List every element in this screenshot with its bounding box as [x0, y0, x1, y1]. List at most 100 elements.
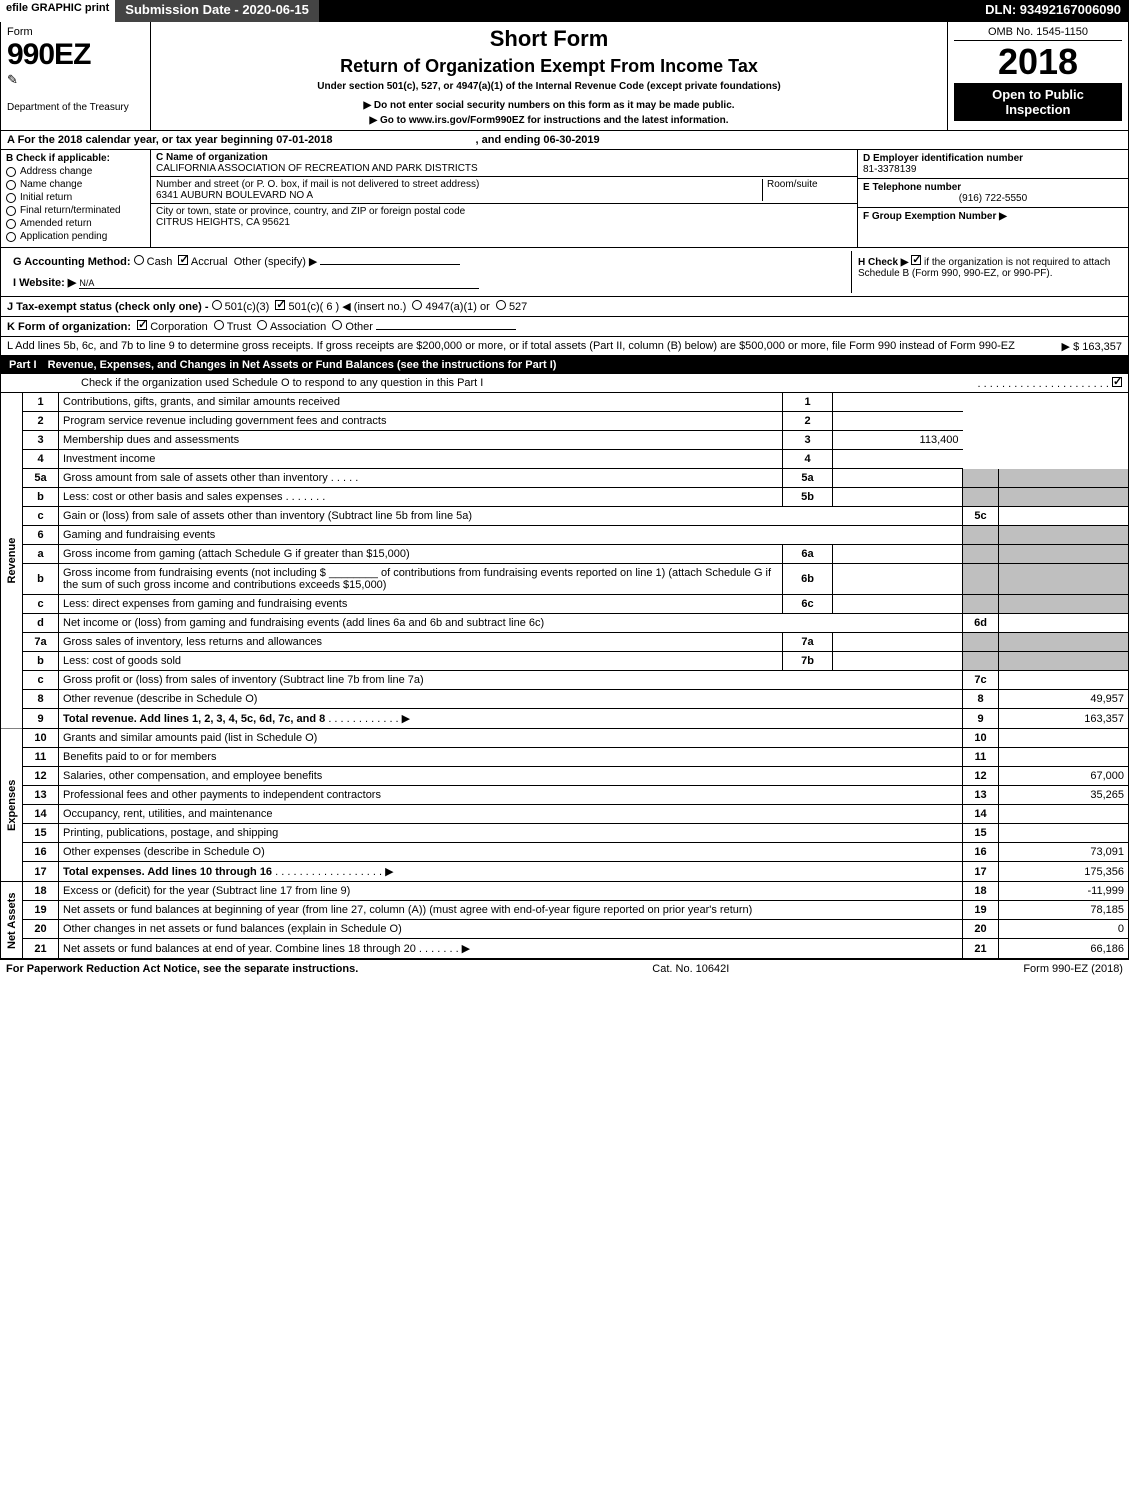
l7a-text: Gross sales of inventory, less returns a… — [59, 633, 783, 652]
l6d-text: Net income or (loss) from gaming and fun… — [59, 614, 963, 633]
l11-ref: 11 — [963, 748, 999, 767]
l7c-val — [999, 671, 1129, 690]
l5b-num: b — [23, 488, 59, 507]
chk-amended[interactable]: Amended return — [6, 218, 145, 229]
l7c-ref: 7c — [963, 671, 999, 690]
chk-pending[interactable]: Application pending — [6, 231, 145, 242]
box-b: B Check if applicable: Address change Na… — [1, 150, 151, 247]
l9-val: 163,357 — [999, 709, 1129, 729]
group-exempt-label: F Group Exemption Number ▶ — [863, 211, 1007, 222]
box-c: C Name of organization CALIFORNIA ASSOCI… — [151, 150, 858, 247]
chk-final[interactable]: Final return/terminated — [6, 205, 145, 216]
l5b-sb: 5b — [783, 488, 833, 507]
chk-address[interactable]: Address change — [6, 166, 145, 177]
no-ssn-note: ▶ Do not enter social security numbers o… — [157, 100, 941, 111]
part1-check: Check if the organization used Schedule … — [0, 374, 1129, 393]
l7c-num: c — [23, 671, 59, 690]
l9-num: 9 — [23, 709, 59, 729]
box-d-e-f: D Employer identification number 81-3378… — [858, 150, 1128, 247]
l21-text: Net assets or fund balances at end of ye… — [63, 943, 416, 955]
k-other-input[interactable] — [376, 329, 516, 330]
l15-val — [999, 824, 1129, 843]
l19-ref: 19 — [963, 901, 999, 920]
side-expenses: Expenses — [1, 729, 23, 882]
l19-num: 19 — [23, 901, 59, 920]
l7c-text: Gross profit or (loss) from sales of inv… — [59, 671, 963, 690]
l10-val — [999, 729, 1129, 748]
l2-ref: 2 — [783, 412, 833, 431]
j-4947[interactable] — [412, 300, 422, 310]
l16-ref: 16 — [963, 843, 999, 862]
tel-value: (916) 722-5550 — [863, 193, 1123, 204]
l16-text: Other expenses (describe in Schedule O) — [59, 843, 963, 862]
k-assoc[interactable] — [257, 320, 267, 330]
g-cash-radio[interactable] — [134, 255, 144, 265]
row-k: K Form of organization: Corporation Trus… — [0, 317, 1129, 337]
l6b-sb: 6b — [783, 564, 833, 595]
org-name: CALIFORNIA ASSOCIATION OF RECREATION AND… — [156, 163, 478, 174]
l9-ref: 9 — [963, 709, 999, 729]
l5b-text: Less: cost or other basis and sales expe… — [63, 491, 283, 503]
omb-number: OMB No. 1545-1150 — [954, 26, 1122, 41]
l1-val — [833, 393, 963, 412]
l17-ref: 17 — [963, 862, 999, 882]
cat-no: Cat. No. 10642I — [652, 963, 729, 975]
row-l: L Add lines 5b, 6c, and 7b to line 9 to … — [0, 337, 1129, 356]
open-public: Open to Public Inspection — [954, 83, 1122, 121]
g-other-input[interactable] — [320, 264, 460, 265]
chk-name[interactable]: Name change — [6, 179, 145, 190]
h-checkbox[interactable] — [911, 255, 921, 265]
part1-schedO-check[interactable] — [1112, 377, 1122, 387]
under-section: Under section 501(c), 527, or 4947(a)(1)… — [157, 81, 941, 92]
j-527[interactable] — [496, 300, 506, 310]
org-city: CITRUS HEIGHTS, CA 95621 — [156, 217, 290, 228]
ein-label: D Employer identification number — [863, 153, 1023, 164]
room-suite-label: Room/suite — [762, 179, 852, 201]
side-revenue: Revenue — [1, 393, 23, 729]
form-number: 990EZ — [7, 38, 144, 72]
l12-num: 12 — [23, 767, 59, 786]
l6d-val — [999, 614, 1129, 633]
i-label: I Website: ▶ — [13, 277, 76, 289]
l5a-num: 5a — [23, 469, 59, 488]
l8-val: 49,957 — [999, 690, 1129, 709]
l10-num: 10 — [23, 729, 59, 748]
org-info: B Check if applicable: Address change Na… — [0, 150, 1129, 248]
l5c-val — [999, 507, 1129, 526]
pra-notice: For Paperwork Reduction Act Notice, see … — [6, 963, 358, 975]
l5a-text: Gross amount from sale of assets other t… — [63, 472, 328, 484]
chk-initial[interactable]: Initial return — [6, 192, 145, 203]
goto-link[interactable]: ▶ Go to www.irs.gov/Form990EZ for instru… — [157, 115, 941, 126]
efile-label[interactable]: efile GRAPHIC print — [0, 0, 115, 22]
l6a-text: Gross income from gaming (attach Schedul… — [59, 545, 783, 564]
j-501c3[interactable] — [212, 300, 222, 310]
l19-val: 78,185 — [999, 901, 1129, 920]
k-corp[interactable] — [137, 320, 147, 330]
l18-val: -11,999 — [999, 882, 1129, 901]
l18-num: 18 — [23, 882, 59, 901]
l19-text: Net assets or fund balances at beginning… — [59, 901, 963, 920]
l4-num: 4 — [23, 450, 59, 469]
l8-ref: 8 — [963, 690, 999, 709]
l13-ref: 13 — [963, 786, 999, 805]
l1-text: Contributions, gifts, grants, and simila… — [59, 393, 783, 412]
k-other[interactable] — [332, 320, 342, 330]
l13-val: 35,265 — [999, 786, 1129, 805]
part1-title: Revenue, Expenses, and Changes in Net As… — [48, 359, 557, 371]
l6d-num: d — [23, 614, 59, 633]
l7b-num: b — [23, 652, 59, 671]
j-501c[interactable] — [275, 300, 285, 310]
l4-val — [833, 450, 963, 469]
l10-text: Grants and similar amounts paid (list in… — [59, 729, 963, 748]
l11-val — [999, 748, 1129, 767]
g-accrual-check[interactable] — [178, 255, 188, 265]
l6a-num: a — [23, 545, 59, 564]
l3-num: 3 — [23, 431, 59, 450]
c-name-label: C Name of organization — [156, 152, 268, 163]
l3-text: Membership dues and assessments — [59, 431, 783, 450]
l7b-sb: 7b — [783, 652, 833, 671]
l6c-text: Less: direct expenses from gaming and fu… — [59, 595, 783, 614]
c-street-label: Number and street (or P. O. box, if mail… — [156, 179, 479, 190]
k-trust[interactable] — [214, 320, 224, 330]
part1-label: Part I — [6, 359, 48, 371]
